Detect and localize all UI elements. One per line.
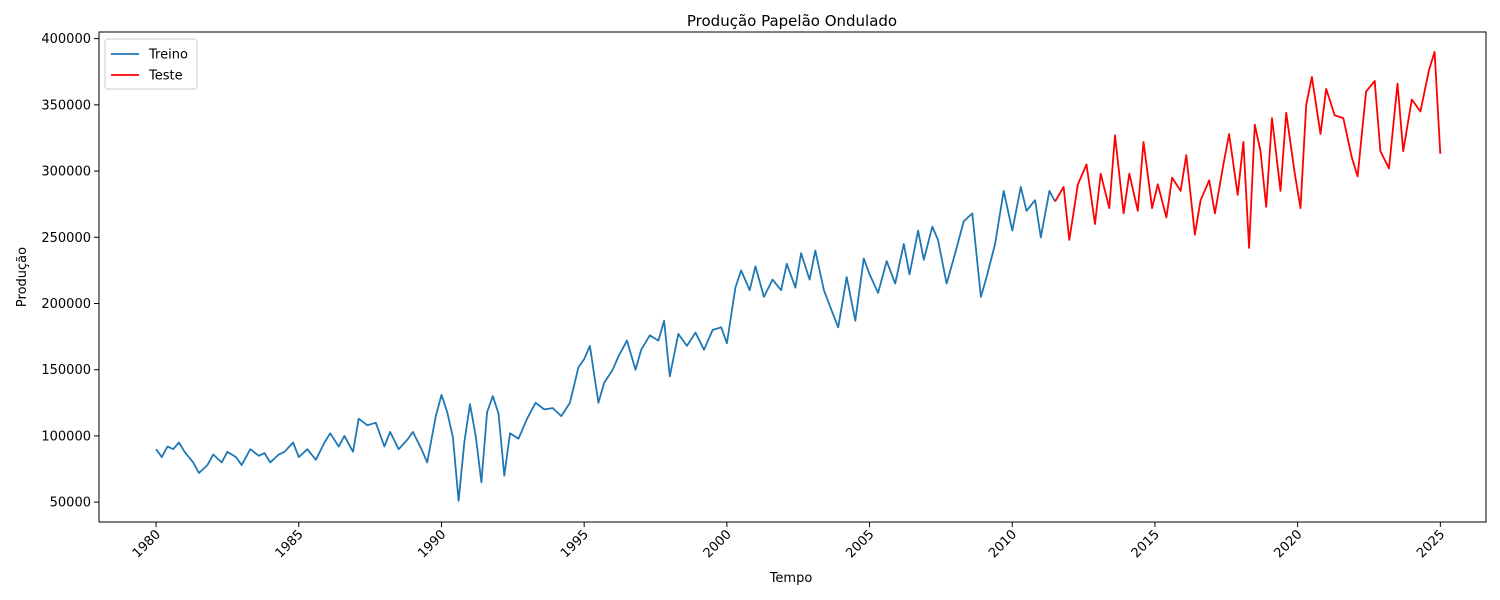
y-tick-label: 150000 xyxy=(41,363,91,378)
y-tick-label: 350000 xyxy=(41,98,91,113)
y-axis-label: Produção xyxy=(15,247,30,307)
legend-label-teste: Teste xyxy=(148,69,183,84)
series-line-teste xyxy=(1054,51,1442,249)
y-tick-label: 100000 xyxy=(41,429,91,444)
series-line-treino xyxy=(155,186,1056,502)
y-tick-label: 300000 xyxy=(41,165,91,180)
plot-frame xyxy=(98,31,1487,523)
legend-label-treino: Treino xyxy=(148,48,188,63)
legend-box xyxy=(104,38,198,90)
legend: Treino Teste xyxy=(104,38,198,90)
x-axis-label: Tempo xyxy=(769,571,813,586)
y-tick-label: 50000 xyxy=(50,496,91,511)
y-tick-label: 250000 xyxy=(41,231,91,246)
chart-title: Produção Papelão Ondulado xyxy=(687,12,897,30)
y-tick-label: 400000 xyxy=(41,32,91,47)
y-tick-label: 200000 xyxy=(41,297,91,312)
